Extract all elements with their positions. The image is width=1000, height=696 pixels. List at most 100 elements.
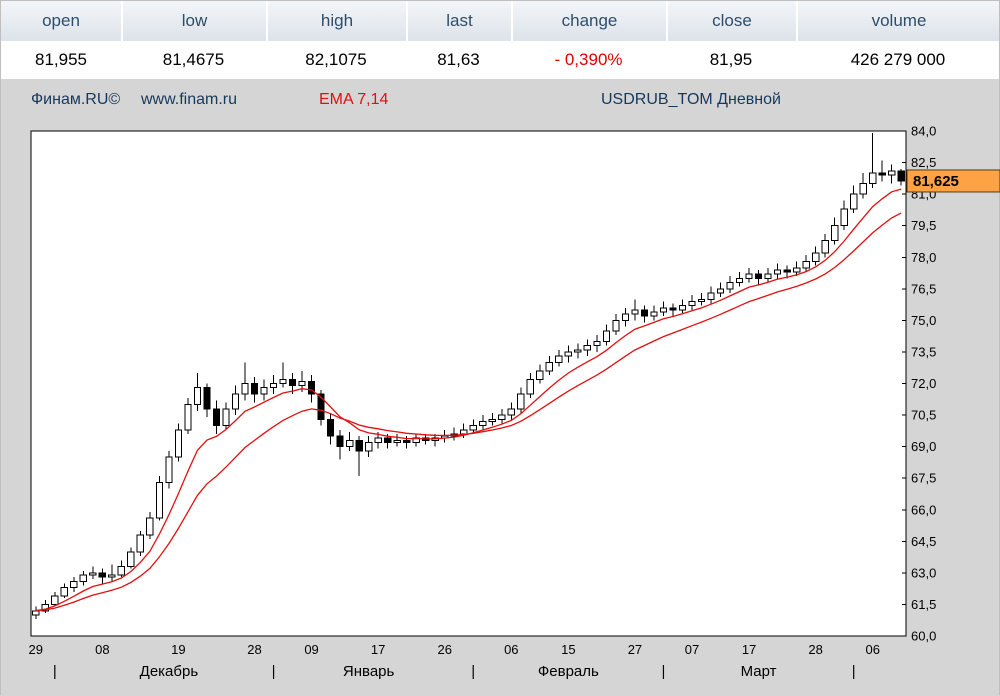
candle	[384, 437, 392, 443]
candle	[488, 418, 496, 422]
quote-header-change: change	[511, 1, 666, 41]
x-axis-labels: 29 08 19 28 09 17 26 06 15 27 07 17 28 06	[29, 642, 880, 657]
candlestick-chart[interactable]: 84,082,581,079,578,076,575,073,572,070,5…	[1, 121, 1000, 696]
candle	[184, 404, 192, 431]
x-tick-label: 29	[29, 642, 43, 657]
y-tick-label: 73,5	[911, 344, 936, 359]
x-tick-label: 28	[808, 642, 822, 657]
y-tick-label: 67,5	[911, 471, 936, 486]
candle	[32, 610, 40, 616]
y-tick-label: 84,0	[911, 124, 936, 139]
plot-area[interactable]	[30, 130, 907, 637]
candle	[98, 572, 106, 578]
candle	[288, 378, 297, 387]
candle	[498, 414, 506, 420]
candle	[697, 298, 706, 302]
candle	[155, 481, 164, 519]
candle	[716, 288, 725, 294]
y-tick-label: 66,0	[911, 502, 936, 517]
site-link[interactable]: www.finam.ru	[141, 91, 238, 108]
candle	[364, 441, 373, 452]
candle	[108, 574, 116, 578]
quote-value-high: 82,1075	[305, 50, 367, 69]
ema-indicator-label: EMA 7,14	[319, 91, 389, 108]
candle	[279, 378, 287, 384]
quote-header-last: last	[406, 1, 511, 41]
y-axis-labels: 84,082,581,079,578,076,575,073,572,070,5…	[902, 124, 936, 644]
quote-header-volume: volume	[796, 1, 1000, 41]
y-tick-label: 69,0	[911, 439, 936, 454]
month-separator: |	[272, 663, 276, 680]
candle	[602, 330, 611, 342]
candle	[317, 393, 325, 420]
candle	[726, 282, 734, 290]
candle	[593, 340, 601, 347]
candle	[307, 380, 316, 395]
candle	[621, 313, 630, 321]
chart-header: Финам.RU© www.finam.ru EMA 7,14 USDRUB_T…	[1, 79, 999, 121]
candle	[821, 239, 829, 254]
candle	[117, 566, 125, 576]
candle	[536, 370, 544, 380]
x-tick-label: 19	[171, 642, 185, 657]
candle	[298, 380, 306, 387]
y-tick-label: 75,0	[911, 313, 936, 328]
candle	[850, 193, 858, 210]
y-tick-label: 61,5	[911, 597, 936, 612]
quote-value-low: 81,4675	[162, 50, 225, 69]
x-tick-label: 26	[437, 642, 451, 657]
candle	[517, 393, 525, 410]
candle	[260, 387, 268, 395]
candle	[612, 319, 620, 332]
candle	[79, 574, 87, 582]
x-tick-label: 07	[685, 642, 699, 657]
quote-header-close: close	[666, 1, 796, 41]
y-tick-label: 82,5	[911, 155, 936, 170]
candle	[146, 517, 154, 536]
y-tick-label: 79,5	[911, 218, 936, 233]
month-separator: |	[852, 663, 856, 680]
candle	[469, 425, 477, 431]
x-tick-label: 17	[742, 642, 756, 657]
candle	[840, 208, 848, 227]
quote-header-open: open	[42, 11, 80, 30]
candle	[403, 439, 411, 443]
candle	[707, 292, 715, 300]
candle	[269, 383, 278, 389]
candle	[326, 418, 335, 437]
candle	[869, 172, 877, 185]
candle	[564, 351, 573, 357]
candle	[507, 408, 515, 416]
candle	[136, 534, 145, 553]
y-tick-label: 63,0	[911, 565, 936, 580]
quote-header-row: open low high last change close volume	[1, 1, 999, 41]
y-tick-label: 70,5	[911, 408, 936, 423]
candle	[70, 580, 78, 589]
candle	[526, 378, 534, 395]
instrument-title: USDRUB_TOM Дневной	[601, 91, 781, 108]
candle	[897, 170, 905, 182]
candle	[688, 300, 696, 307]
candle	[336, 435, 344, 448]
quote-value-close: 81,95	[709, 50, 753, 69]
y-tick-label: 76,5	[911, 281, 936, 296]
candle	[355, 439, 363, 452]
candle	[878, 172, 886, 176]
candle	[479, 420, 487, 427]
candle	[374, 437, 382, 443]
candle	[583, 345, 592, 351]
x-tick-label: 15	[561, 642, 575, 657]
candle	[745, 273, 753, 279]
chart-area: Финам.RU© www.finam.ru EMA 7,14 USDRUB_T…	[1, 79, 1000, 696]
candle	[165, 456, 173, 483]
candle	[859, 183, 867, 195]
candle	[545, 361, 553, 372]
month-label: Февраль	[538, 663, 599, 680]
candle	[640, 309, 649, 317]
month-label: Январь	[343, 663, 395, 680]
quote-value-change: - 0,390%	[554, 50, 623, 69]
candle	[783, 269, 791, 273]
x-tick-label: 28	[247, 642, 261, 657]
x-tick-label: 09	[304, 642, 318, 657]
